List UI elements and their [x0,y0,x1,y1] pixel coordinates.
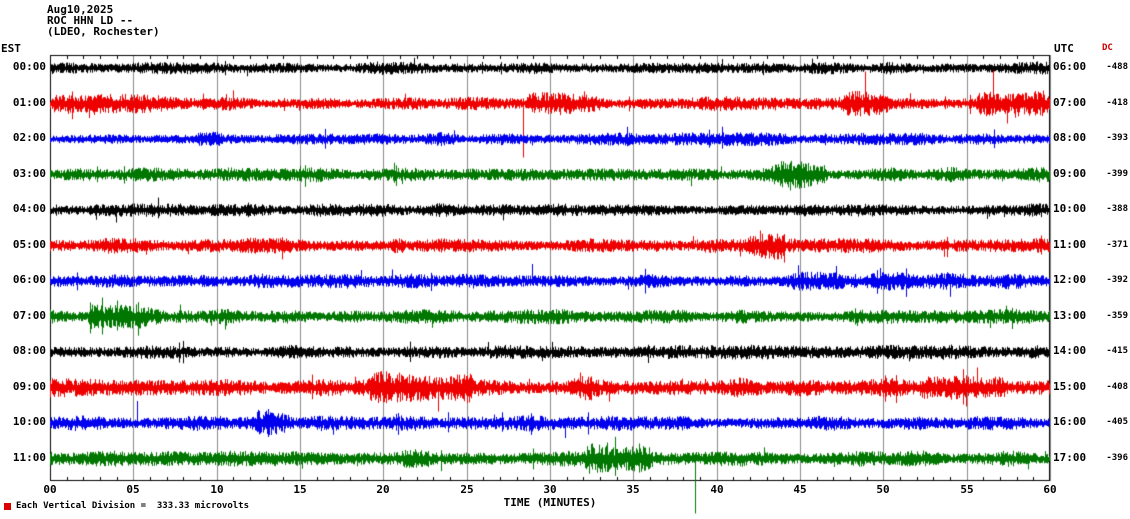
right-axis-label: UTC [1054,42,1074,55]
x-tick-label: 25 [460,483,474,496]
dc-axis-label: DC [1102,43,1113,53]
header-date: Aug10,2025 [47,3,114,16]
row-utc-label: 06:00 [1053,60,1087,73]
header-location: (LDEO, Rochester) [47,25,160,38]
row-utc-label: 11:00 [1053,237,1087,251]
x-tick-label: 55 [960,483,974,496]
row-est-label: 03:00 [12,166,46,180]
x-tick-label: 10 [210,483,224,496]
row-utc-label: 08:00 [1053,131,1087,144]
row-est-label: 00:00 [12,60,46,73]
row-dc-value: -388 [1106,204,1128,214]
scale-legend-marker [4,503,11,510]
row-utc-label: 17:00 [1053,450,1087,464]
row-est-label: 11:00 [12,450,46,464]
row-utc-label: 10:00 [1053,202,1087,215]
row-est-label: 09:00 [12,379,46,393]
x-tick-label: 35 [626,483,640,496]
x-tick-label: 45 [793,483,807,496]
row-utc-label: 09:00 [1053,166,1087,180]
row-est-label: 07:00 [12,308,46,322]
row-dc-value: -488 [1106,62,1128,72]
x-tick-label: 40 [710,483,724,496]
row-dc-value: -393 [1106,133,1128,143]
row-dc-value: -408 [1106,381,1128,392]
row-utc-label: 15:00 [1053,379,1087,393]
row-dc-value: -418 [1106,97,1128,108]
row-dc-value: -371 [1106,239,1128,250]
row-dc-value: -399 [1106,168,1128,179]
row-dc-value: -392 [1106,275,1128,285]
row-utc-label: 16:00 [1053,415,1087,428]
x-tick-label: 20 [376,483,390,496]
x-axis-title: TIME (MINUTES) [503,496,597,509]
header-station: ROC HHN LD -- [47,14,134,27]
row-dc-value: -396 [1106,452,1128,463]
x-tick-label: 00 [43,483,57,496]
row-dc-value: -415 [1106,346,1128,356]
row-dc-value: -405 [1106,417,1128,427]
row-est-label: 10:00 [12,415,46,428]
x-tick-label: 50 [876,483,890,496]
row-est-label: 01:00 [12,95,46,109]
x-tick-label: 60 [1043,483,1057,496]
row-dc-value: -359 [1106,310,1128,321]
row-est-label: 08:00 [12,344,46,357]
row-utc-label: 07:00 [1053,95,1087,109]
row-est-label: 06:00 [12,273,46,286]
scale-note: Each Vertical Division = 333.33 microvol… [16,501,249,511]
left-axis-label: EST [1,42,21,55]
row-utc-label: 14:00 [1053,344,1087,357]
row-utc-label: 12:00 [1053,273,1087,286]
x-tick-label: 30 [543,483,557,496]
row-utc-label: 13:00 [1053,308,1087,322]
x-tick-label: 15 [293,483,307,496]
x-tick-label: 05 [126,483,140,496]
row-est-label: 05:00 [12,237,46,251]
row-est-label: 02:00 [12,131,46,144]
row-est-label: 04:00 [12,202,46,215]
